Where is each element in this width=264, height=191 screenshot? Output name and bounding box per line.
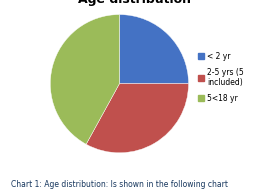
Wedge shape	[119, 15, 188, 84]
Text: Chart 1: Age distribution: Is shown in the following chart: Chart 1: Age distribution: Is shown in t…	[11, 180, 228, 189]
Title: Age distribution: Age distribution	[78, 0, 191, 6]
Wedge shape	[50, 15, 119, 144]
Wedge shape	[86, 84, 188, 153]
Legend: < 2 yr, 2-5 yrs (5
included), 5<18 yr: < 2 yr, 2-5 yrs (5 included), 5<18 yr	[198, 52, 244, 103]
